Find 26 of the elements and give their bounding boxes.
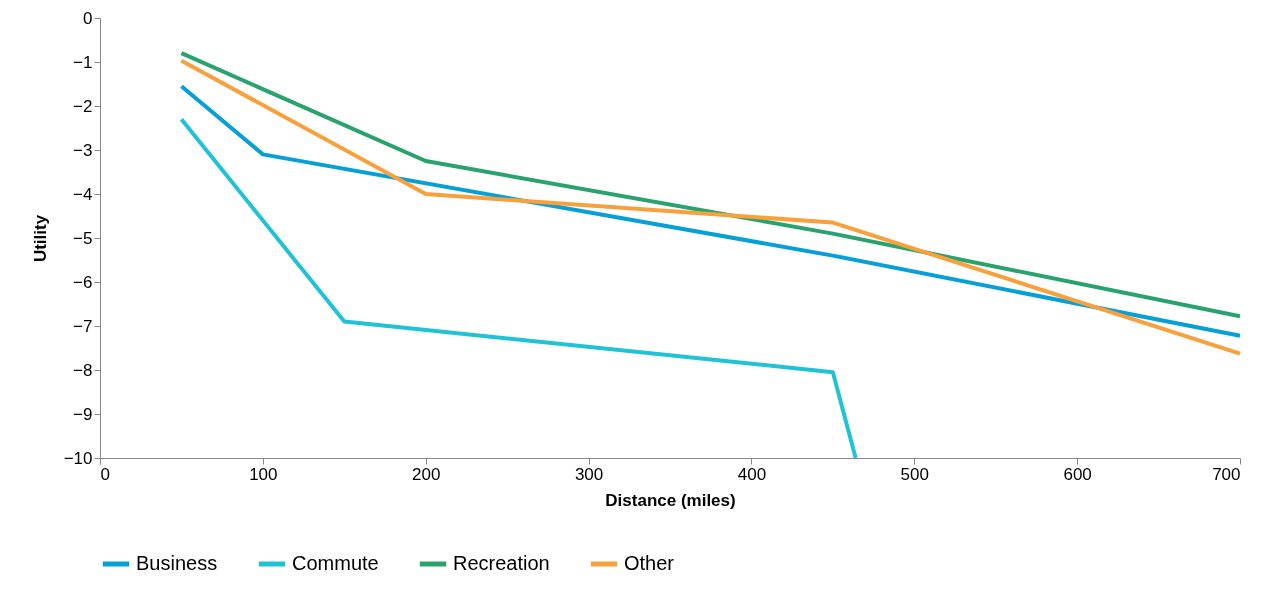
y-tick-label: −6: [73, 272, 93, 292]
y-tick-label: −9: [73, 404, 93, 424]
y-tick-label: −2: [73, 96, 93, 116]
y-tick-label: −4: [73, 184, 93, 204]
legend-label: Commute: [292, 552, 379, 574]
y-tick-label: −5: [73, 228, 93, 248]
legend-label: Recreation: [453, 552, 550, 574]
y-tick-label: −1: [73, 52, 93, 72]
x-tick-label: 0: [100, 464, 110, 484]
x-tick-label: 500: [900, 464, 929, 484]
y-tick-label: −10: [63, 448, 93, 468]
y-tick-label: −3: [73, 140, 93, 160]
x-axis-title: Distance (miles): [605, 490, 736, 510]
y-tick-label: 0: [83, 8, 93, 28]
x-tick-label: 200: [412, 464, 441, 484]
line-series: [179, 117, 858, 460]
legend-label: Business: [136, 552, 218, 574]
y-tick-label: −8: [73, 360, 93, 380]
y-axis-title: Utility: [30, 214, 50, 263]
x-tick-label: 300: [574, 464, 604, 484]
x-tick-label: 600: [1063, 464, 1092, 484]
y-tick-label: −7: [73, 316, 93, 336]
x-tick-label: 100: [249, 464, 278, 484]
legend-label: Other: [624, 552, 675, 574]
x-tick-label: 700: [1212, 464, 1241, 484]
x-tick-label: 400: [737, 464, 767, 484]
